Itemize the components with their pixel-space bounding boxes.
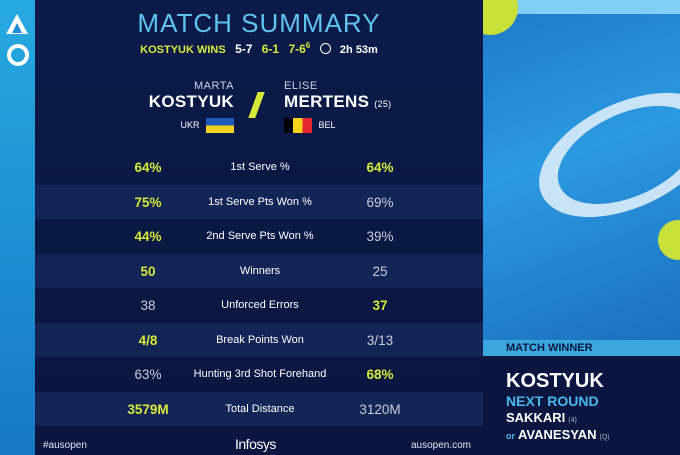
set-score: 5-7	[235, 42, 253, 56]
player2-country: BEL	[318, 119, 336, 130]
stat-row: 4/8 Break Points Won 3/13	[35, 322, 483, 357]
match-winner-label: MATCH WINNER	[483, 340, 680, 356]
player1-first-name: MARTA	[194, 80, 234, 92]
next-round-label: NEXT ROUND	[506, 393, 599, 409]
match-duration: 2h 53m	[339, 44, 378, 56]
ao-side-strip	[0, 0, 35, 455]
stat-row: 63% Hunting 3rd Shot Forehand 68%	[35, 357, 483, 392]
stat-player2-value: 25	[372, 263, 388, 279]
stat-row: 64% 1st Serve % 64%	[35, 150, 483, 185]
stat-label: Hunting 3rd Shot Forehand	[193, 368, 327, 380]
stat-player2-value: 64%	[366, 160, 394, 175]
stat-label: 1st Serve Pts Won %	[208, 195, 312, 208]
stat-player1-value: 75%	[134, 194, 162, 210]
next-opponent-1: SAKKARI (4)	[506, 410, 577, 425]
page-title: MATCH SUMMARY	[137, 8, 381, 38]
winner-name: KOSTYUK	[506, 370, 604, 392]
stat-label: Total Distance	[225, 402, 295, 415]
ao-logo-icon	[5, 14, 30, 74]
sponsor-logo: Infosys	[235, 436, 276, 452]
stat-row: 44% 2nd Serve Pts Won % 39%	[35, 219, 483, 254]
player2-last-name: MERTENS	[284, 92, 370, 111]
stat-label: Winners	[239, 264, 281, 277]
hashtag: #ausopen	[43, 440, 87, 451]
match-summary-panel: MATCH SUMMARY KOSTYUK WINS 5-7 6-1 7-66 …	[35, 0, 483, 455]
stat-row: 3579M Total Distance 3120M	[35, 391, 483, 426]
ukraine-flag-icon	[206, 118, 234, 133]
stat-player2-value: 69%	[366, 194, 394, 210]
trophy-artwork	[483, 0, 680, 340]
player1: MARTA KOSTYUK UKR	[149, 80, 234, 133]
stat-label: Unforced Errors	[221, 299, 299, 311]
stat-row: 50 Winners 25	[35, 253, 483, 288]
stat-player1-value: 50	[140, 263, 156, 279]
players-header: MARTA KOSTYUK UKR ELISE MERTENS (25) BEL	[35, 80, 483, 133]
player2-first-name: ELISE	[284, 80, 318, 92]
tennis-ball-icon	[483, 0, 518, 35]
stat-player2-value: 3/13	[366, 332, 394, 348]
belgium-flag-icon	[284, 118, 312, 133]
stat-label: 1st Serve %	[230, 161, 290, 173]
stat-player2-value: 37	[372, 298, 388, 313]
player2-seed: (25)	[374, 99, 392, 109]
stat-label: 2nd Serve Pts Won %	[206, 230, 314, 242]
stats-table: 64% 1st Serve % 64% 75% 1st Serve Pts Won % 6…	[35, 150, 483, 426]
stat-player1-value: 44%	[134, 229, 162, 244]
stat-row: 75% 1st Serve Pts Won % 69%	[35, 184, 483, 219]
clock-icon	[319, 43, 331, 54]
stat-player2-value: 68%	[366, 367, 394, 382]
set-score: 7-66	[288, 41, 311, 56]
stat-player1-value: 64%	[134, 160, 162, 175]
footer: #ausopen Infosys ausopen.com	[35, 436, 483, 455]
stat-label: Break Points Won	[216, 333, 304, 346]
site-link[interactable]: ausopen.com	[410, 440, 471, 451]
stat-player1-value: 4/8	[138, 332, 158, 348]
stat-player2-value: 39%	[366, 229, 394, 244]
tennis-ball-icon	[658, 220, 680, 260]
player1-country: UKR	[180, 119, 200, 130]
player1-last-name: KOSTYUK	[148, 92, 234, 111]
vs-slash	[248, 92, 265, 118]
stat-player1-value: 38	[140, 298, 156, 313]
stat-player2-value: 3120M	[359, 401, 401, 417]
winner-text: KOSTYUK WINS	[140, 44, 226, 56]
match-result: KOSTYUK WINS 5-7 6-1 7-66 2h 53m	[35, 41, 483, 56]
player2: ELISE MERTENS (25) BEL	[284, 80, 391, 133]
stat-player1-value: 3579M	[127, 401, 169, 417]
match-winner-panel: MATCH WINNER KOSTYUK NEXT ROUND SAKKARI(…	[483, 340, 680, 455]
next-opponent-2: or AVANESYAN (Q)	[506, 427, 610, 442]
stat-row: 38 Unforced Errors 37	[35, 288, 483, 323]
stat-player1-value: 63%	[134, 367, 162, 382]
set-score: 6-1	[261, 42, 280, 56]
